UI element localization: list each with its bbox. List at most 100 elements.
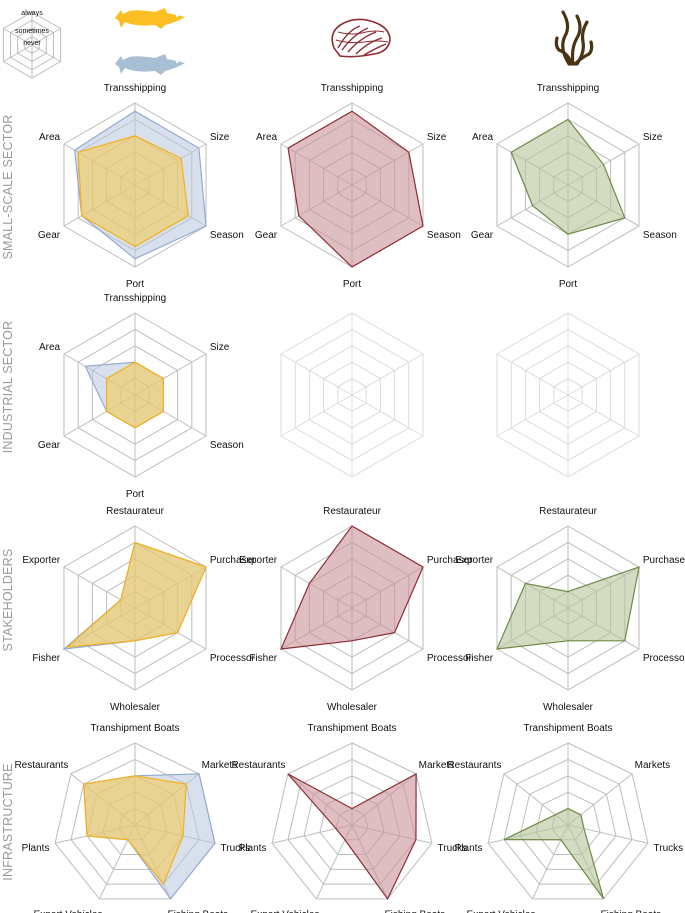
radar-panel-r4-c1: Transhipment Boats Markets Trucks Fishing B… <box>14 723 250 913</box>
axis-label-r3-c3-5: Exporter <box>455 555 493 566</box>
radar-panel-r3-c2: Restaurateur Purchaser Processor Wholesaler… <box>239 506 473 713</box>
radar-panel-r2-c3 <box>496 312 640 478</box>
axis-label-r4-c1-6: Restaurants <box>14 760 68 771</box>
axis-label-r2-c1-2: Season <box>210 440 244 451</box>
radar-r4-c2-grid-ring-5 <box>271 742 433 900</box>
axis-label-r3-c3-3: Wholesaler <box>543 702 594 713</box>
series-yellow-r4-c1 <box>83 775 187 886</box>
radar-r2-c2-grid-spoke-1 <box>351 353 424 396</box>
axis-label-r1-c3-1: Size <box>643 132 663 143</box>
series-yellow-r2-c1 <box>105 361 165 429</box>
axis-label-r3-c3-1: Purchaser <box>643 555 685 566</box>
axis-label-r4-c3-5: Plants <box>455 843 483 854</box>
series-red-r3-c2 <box>280 525 424 650</box>
radar-r2-c3-grid-spoke-4 <box>496 394 569 437</box>
axis-label-r4-c3-4: Export Vehicles <box>467 909 536 913</box>
axis-label-r3-c1-3: Wholesaler <box>110 702 161 713</box>
blue-fish-icon <box>115 54 185 75</box>
radar-r4-c3-grid-ring-4 <box>503 758 633 885</box>
axis-label-r3-c3-4: Fisher <box>465 653 493 664</box>
axis-label-r3-c3-2: Processor <box>643 653 685 664</box>
series-green-r3-c3 <box>496 566 640 650</box>
axis-label-r3-c2-1: Purchaser <box>427 555 473 566</box>
radar-r2-c2-grid-spoke-4 <box>280 394 353 437</box>
axis-label-r2-c1-0: Transshipping <box>104 293 166 304</box>
axis-label-r4-c2-3: Fishing Boats <box>385 909 446 913</box>
axis-label-r1-c2-1: Size <box>427 132 447 143</box>
axis-label-r4-c1-4: Export Vehicles <box>34 909 103 913</box>
axis-label-r1-c1-1: Size <box>210 132 230 143</box>
axis-label-r4-c1-2: Trucks <box>221 843 251 854</box>
legend-grid-spoke-5 <box>3 28 33 46</box>
axis-label-r4-c2-0: Transhipment Boats <box>307 723 396 734</box>
row-label-stakeholders: STAKEHOLDERS <box>1 549 15 652</box>
axis-label-r1-c3-5: Area <box>472 132 494 143</box>
axis-label-r1-c1-0: Transshipping <box>104 83 166 94</box>
radar-panel-r1-c2: Transshipping Size Season Port Gear Area <box>255 83 461 290</box>
legend-label-always: always <box>21 10 43 17</box>
axis-label-r1-c2-2: Season <box>427 230 461 241</box>
radar-panel-r2-c1: Transshipping Size Season Port Gear Area <box>38 293 244 500</box>
radar-r2-c3-grid-spoke-2 <box>567 394 640 437</box>
axis-label-r1-c3-2: Season <box>643 230 677 241</box>
legend-grid <box>2 11 62 79</box>
axis-label-r1-c3-3: Port <box>559 279 578 290</box>
series-green-r1-c3 <box>510 118 626 235</box>
axis-label-r3-c2-3: Wholesaler <box>327 702 378 713</box>
legend-grid-spoke-2 <box>31 44 61 62</box>
axis-label-r3-c2-2: Processor <box>427 653 473 664</box>
axis-label-r4-c1-5: Plants <box>22 843 50 854</box>
axis-label-r4-c3-1: Markets <box>635 760 671 771</box>
axis-label-r3-c2-0: Restaurateur <box>323 506 381 517</box>
radar-panel-r4-c3: Transhipment Boats Markets Trucks Fishing B… <box>447 723 683 913</box>
radar-panel-r3-c1: Restaurateur Purchaser Processor Wholesaler… <box>22 506 256 713</box>
axis-label-r1-c2-5: Area <box>256 132 278 143</box>
axis-label-r4-c3-6: Restaurants <box>447 760 501 771</box>
axis-label-r3-c1-1: Purchaser <box>210 555 256 566</box>
series-yellow-r3-c1 <box>65 541 207 648</box>
row-label-small-scale: SMALL-SCALE SECTOR <box>1 114 15 259</box>
shell-icon <box>331 18 391 58</box>
axis-label-r4-c2-6: Restaurants <box>231 760 285 771</box>
radar-r2-c2-grid-spoke-2 <box>351 394 424 437</box>
axis-label-r3-c3-0: Restaurateur <box>539 506 597 517</box>
series-green-r4-c3 <box>503 807 605 900</box>
axis-label-r3-c1-4: Fisher <box>32 653 60 664</box>
species-icons <box>115 8 594 75</box>
radar-r2-c3-grid-spoke-1 <box>567 353 640 396</box>
radar-panel-r4-c2: Transhipment Boats Markets Trucks Fishing B… <box>231 723 467 913</box>
legend: always sometimes never <box>2 10 62 79</box>
seaweed-icon <box>554 10 594 66</box>
axis-label-r4-c1-0: Transhipment Boats <box>90 723 179 734</box>
radar-panel-r1-c3: Transshipping Size Season Port Gear Area <box>471 83 677 290</box>
axis-label-r2-c1-1: Size <box>210 342 230 353</box>
axis-label-r1-c3-4: Gear <box>471 230 494 241</box>
radar-r4-c3-grid-ring-5 <box>487 742 649 900</box>
radar-r4-c3-grid-ring-2 <box>535 791 601 856</box>
radar-r2-c2-grid-spoke-5 <box>280 353 353 396</box>
radar-panel-r1-c1: Transshipping Size Season Port Gear Area <box>38 83 244 290</box>
series-yellow-r1-c1 <box>77 135 189 248</box>
axis-label-r3-c1-0: Restaurateur <box>106 506 164 517</box>
radar-panels: Transshipping Size Season Port Gear Area Trans… <box>14 83 685 913</box>
axis-label-r2-c1-3: Port <box>126 489 145 500</box>
row-label-infrastructure: INFRASTRUCTURE <box>1 763 15 880</box>
radar-r2-c3-grid-spoke-5 <box>496 353 569 396</box>
axis-label-r4-c2-1: Markets <box>419 760 455 771</box>
radar-panel-r2-c2 <box>280 312 424 478</box>
yellow-fish-icon <box>115 8 185 29</box>
axis-label-r4-c2-5: Plants <box>239 843 267 854</box>
axis-label-r4-c3-2: Trucks <box>654 843 684 854</box>
axis-label-r3-c1-2: Processor <box>210 653 256 664</box>
axis-label-r3-c2-5: Exporter <box>239 555 277 566</box>
radar-r4-c3-grid-ring-3 <box>519 775 617 870</box>
axis-label-r4-c1-3: Fishing Boats <box>168 909 229 913</box>
axis-label-r2-c1-5: Area <box>39 342 61 353</box>
axis-label-r4-c3-3: Fishing Boats <box>601 909 662 913</box>
radar-panel-r3-c3: Restaurateur Purchaser Processor Wholesaler… <box>455 506 685 713</box>
axis-label-r1-c1-2: Season <box>210 230 244 241</box>
legend-label-sometimes: sometimes <box>15 28 49 35</box>
axis-label-r4-c3-0: Transhipment Boats <box>523 723 612 734</box>
axis-label-r1-c2-3: Port <box>343 279 362 290</box>
